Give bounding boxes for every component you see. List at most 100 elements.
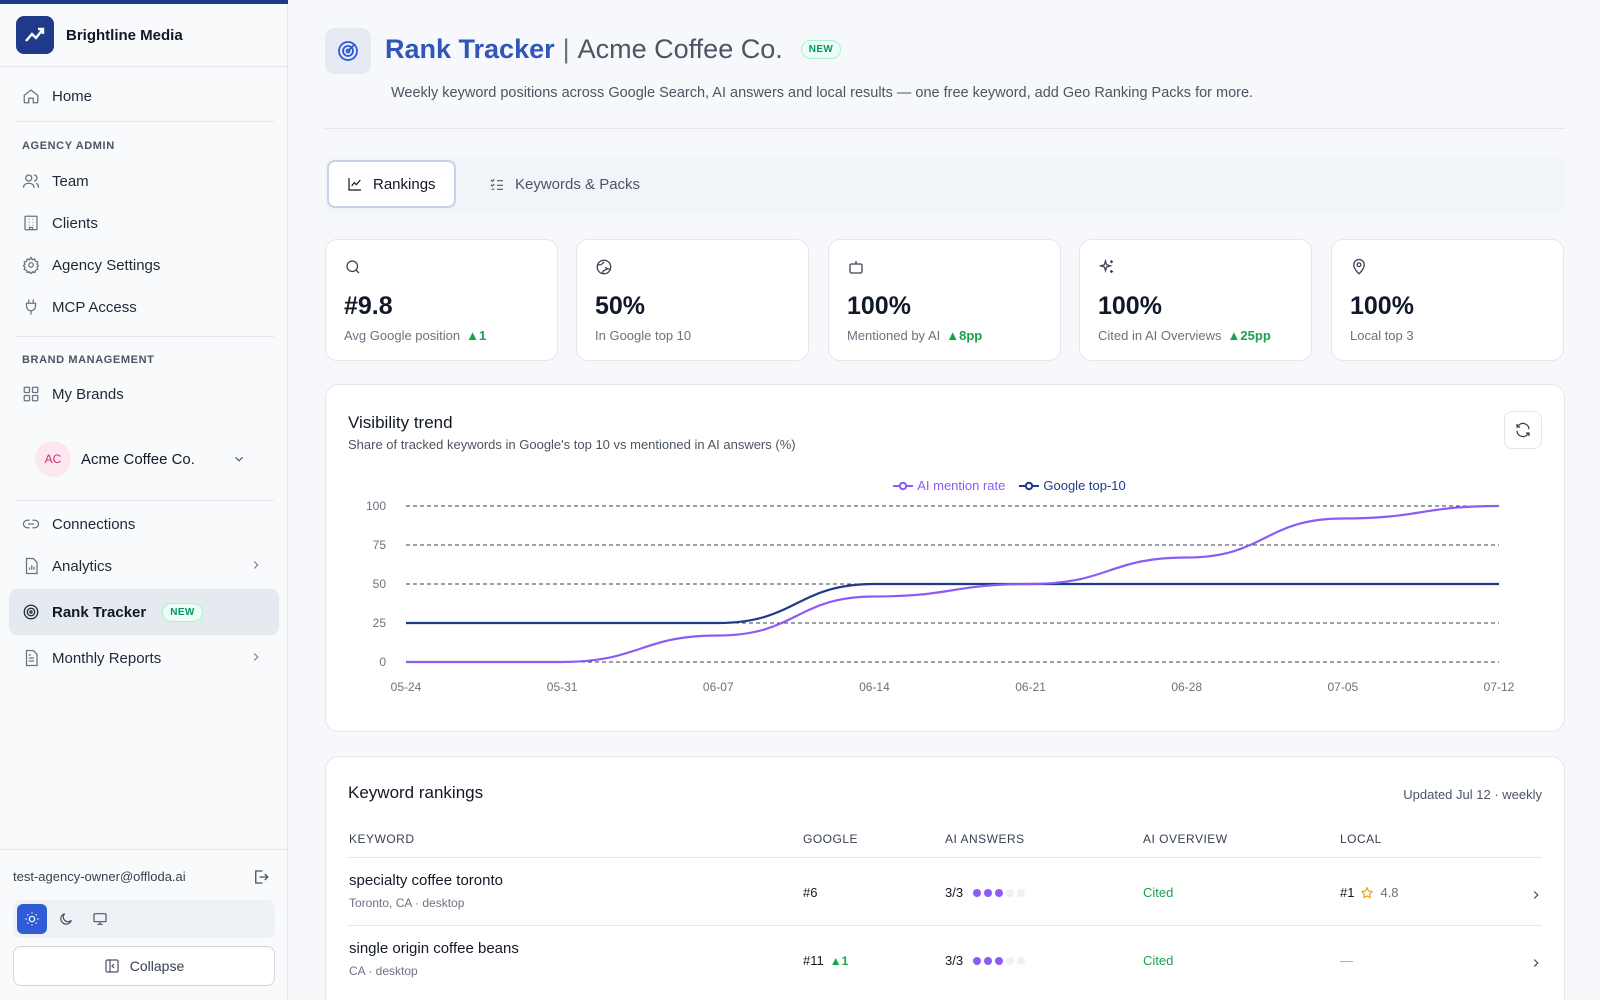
page-title-main: Rank Tracker [385,34,555,64]
keyword-meta: Toronto, CA · desktop [349,896,465,910]
sidebar-item-clients[interactable]: Clients [9,203,279,243]
chevron-right-icon[interactable] [1529,956,1543,970]
theme-toggle [13,900,275,938]
main-content: Rank Tracker | Acme Coffee Co. NEW Weekl… [289,0,1600,1000]
trending-up-icon [16,16,54,54]
legend-item-google[interactable]: Google top-10 [1019,478,1126,493]
ai-overview-status: Cited [1143,885,1174,900]
sun-icon [25,912,39,926]
column-header-ai-overview[interactable]: AI OVERVIEW [1143,832,1228,846]
theme-dark-button[interactable] [51,904,81,934]
section-agency-admin: AGENCY ADMIN [22,140,115,152]
google-rank: #6 [803,885,817,900]
chevron-right-icon[interactable] [1529,888,1543,902]
collapse-button[interactable]: Collapse [13,946,275,986]
google-rank: #11 ▲1 [803,953,848,968]
target-icon [23,604,39,620]
score-dot [973,888,982,897]
divider [16,121,274,122]
x-tick-label: 06-07 [703,680,734,694]
sidebar-item-home[interactable]: Home [9,76,279,116]
stat-label-text: Local top 3 [1350,328,1414,343]
page-title: Rank Tracker | Acme Coffee Co. NEW [385,34,842,65]
grid-icon [23,386,39,402]
tab-keywords-packs[interactable]: Keywords & Packs [471,160,658,208]
sidebar-item-connections[interactable]: Connections [9,504,279,544]
stat-delta: ▲1 [466,328,487,343]
column-header-keyword[interactable]: KEYWORD [349,832,415,846]
divider [16,336,274,337]
avatar: AC [35,441,71,477]
column-header-ai-answers[interactable]: AI ANSWERS [945,832,1025,846]
tab-label: Keywords & Packs [515,175,641,193]
legend-item-ai[interactable]: AI mention rate [893,478,1005,493]
theme-system-button[interactable] [85,904,115,934]
keyword-rankings-card: Keyword rankings Updated Jul 12 · weekly [325,756,1565,1000]
sidebar-item-label: Connections [52,515,136,533]
gear-icon [22,256,40,274]
series-line-ai-mention-rate [406,504,1500,664]
page-subtitle: Weekly keyword positions across Google S… [391,85,1254,101]
building-icon [24,215,38,231]
score-dot [1017,888,1026,897]
score-dot [1017,956,1026,965]
stat-label: In Google top 10 [595,328,691,343]
x-tick-label: 07-05 [1328,680,1359,694]
stat-delta: ▲25pp [1227,328,1271,343]
stat-label-text: Cited in AI Overviews [1098,328,1222,343]
score-dot [984,888,993,897]
users-icon [22,174,40,188]
star-icon [1361,885,1374,899]
y-tick-label: 50 [373,577,387,591]
legend-label: AI mention rate [917,478,1006,493]
theme-light-button[interactable] [17,904,47,934]
sidebar-item-mcp-access[interactable]: MCP Access [9,287,279,327]
column-header-local[interactable]: LOCAL [1340,832,1382,846]
brand-selector[interactable]: AC Acme Coffee Co. [22,436,262,482]
score-dot [1006,888,1015,897]
google-rank-value: #11 [803,953,824,968]
sidebar-item-monthly-reports[interactable]: Monthly Reports [9,638,279,678]
refresh-button[interactable] [1504,411,1542,449]
sidebar-item-rank-tracker[interactable]: Rank Tracker NEW [9,589,279,635]
chart-legend: AI mention rate Google top-10 [289,478,1600,493]
tab-rankings[interactable]: Rankings [327,160,456,208]
sidebar-item-team[interactable]: Team [9,161,279,201]
stat-value: 100% [847,292,911,320]
y-tick-label: 100 [366,500,386,513]
stat-label-text: Mentioned by AI [847,328,941,343]
search-icon [346,260,360,274]
column-header-google[interactable]: GOOGLE [803,832,859,846]
card-title: Keyword rankings [348,783,484,802]
ai-overview-status: Cited [1143,953,1174,968]
google-rank-delta: ▲1 [829,953,849,968]
sidebar-item-agency-settings[interactable]: Agency Settings [9,245,279,285]
chevron-right-icon [253,561,259,569]
score-dot [973,956,982,965]
divider [325,128,1565,129]
agency-brand[interactable]: Brightline Media [16,16,183,54]
moon-icon [60,913,72,925]
stat-card-ai-mentioned: 100% Mentioned by AI ▲8pp [828,239,1061,361]
new-badge: NEW [162,602,203,622]
divider [16,500,274,501]
user-email: test-agency-owner@offloda.ai [13,869,186,884]
local-rank: — [1340,953,1353,968]
divider [0,66,288,67]
stat-value: 50% [595,292,646,320]
x-tick-label: 07-12 [1484,680,1515,694]
stat-value: #9.8 [344,292,393,320]
list-check-icon [490,178,503,190]
logout-icon[interactable] [252,868,270,886]
stat-label: Local top 3 [1350,328,1414,343]
tab-label: Rankings [373,175,436,193]
sidebar-item-analytics[interactable]: Analytics [9,546,279,586]
legend-marker-google [1019,481,1040,490]
stat-card-local-top3: 100% Local top 3 [1331,239,1564,361]
new-badge: NEW [800,40,842,59]
stat-value: 100% [1098,292,1162,320]
sidebar-item-my-brands[interactable]: My Brands [9,374,279,414]
rating-value: 4.8 [1380,885,1399,900]
brand-selector-name: Acme Coffee Co. [81,450,195,468]
stat-label: Cited in AI Overviews ▲25pp [1098,328,1271,343]
